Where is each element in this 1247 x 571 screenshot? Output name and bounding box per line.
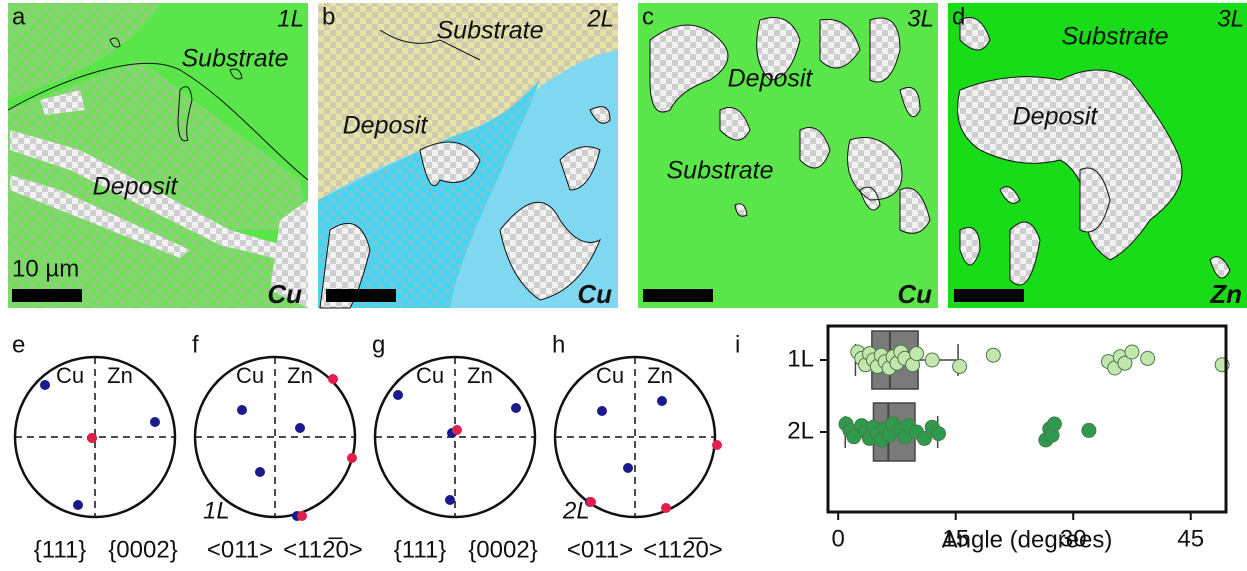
- cu-pole: [255, 467, 265, 477]
- panel-letter: f: [192, 331, 199, 358]
- panel-letter: e: [12, 331, 25, 358]
- cu-pole: [237, 405, 247, 415]
- y-tick-label: 2L: [787, 417, 814, 444]
- zn-pole: [712, 440, 722, 450]
- panel-letter: b: [322, 3, 335, 30]
- panel-letter: d: [952, 3, 965, 30]
- region-label: Deposit: [728, 65, 814, 93]
- cu-pole: [623, 463, 633, 473]
- panel-letter: a: [12, 3, 26, 30]
- plane-label: <112̅0>: [283, 536, 363, 563]
- zn-pole: [661, 503, 671, 513]
- element-label: Cu: [577, 279, 612, 309]
- panel-letter: h: [552, 331, 565, 358]
- layer-label: 1L: [277, 5, 304, 32]
- cu-pole: [73, 500, 83, 510]
- cu-pole: [295, 423, 305, 433]
- layer-label: 1L: [203, 497, 230, 524]
- map-c: [638, 3, 938, 308]
- y-tick-label: 1L: [787, 345, 814, 372]
- region-label: Deposit: [93, 173, 179, 201]
- element-label: Cu: [267, 279, 302, 309]
- layer-label: 2L: [562, 497, 590, 524]
- region-label: Deposit: [1013, 103, 1099, 131]
- layer-label: 2L: [586, 5, 614, 32]
- region-label: Substrate: [1061, 23, 1168, 51]
- region-label: Substrate: [436, 17, 543, 45]
- plane-label: {111}: [34, 536, 87, 563]
- cu-label: Cu: [416, 363, 444, 388]
- cu-pole: [393, 390, 403, 400]
- cu-pole: [597, 406, 607, 416]
- scale-bar-label: 10 µm: [12, 255, 79, 282]
- data-point: [1082, 423, 1096, 437]
- element-label: Cu: [897, 279, 932, 309]
- region-label: Deposit: [343, 112, 429, 140]
- cu-pole: [511, 403, 521, 413]
- x-tick-label: 45: [1177, 525, 1204, 552]
- data-point: [1141, 351, 1155, 365]
- data-point: [986, 348, 1000, 362]
- plane-label: <112̅0>: [643, 536, 723, 563]
- cu-label: Cu: [596, 363, 624, 388]
- zn-pole: [452, 425, 462, 435]
- data-point: [925, 353, 939, 367]
- cu-label: Cu: [236, 363, 264, 388]
- cu-pole: [40, 380, 50, 390]
- zn-label: Zn: [107, 363, 133, 388]
- data-point: [1125, 345, 1139, 359]
- zn-pole: [87, 433, 97, 443]
- map-b: [318, 3, 618, 308]
- cu-pole: [657, 396, 667, 406]
- data-point: [1047, 417, 1061, 431]
- panel-letter: c: [642, 3, 654, 30]
- x-tick-label: 0: [832, 525, 845, 552]
- layer-label: 3L: [1217, 5, 1244, 32]
- zn-pole: [328, 374, 338, 384]
- layer-label: 3L: [907, 5, 934, 32]
- zn-pole: [347, 453, 357, 463]
- cu-label: Cu: [56, 363, 84, 388]
- zn-label: Zn: [467, 363, 493, 388]
- region-label: Substrate: [181, 45, 288, 73]
- data-point: [931, 427, 945, 441]
- cu-pole: [445, 495, 455, 505]
- figure: a 1L Substrate Deposit Cu 10 µm b 2L Substrate De…: [0, 0, 1247, 571]
- zn-label: Zn: [287, 363, 313, 388]
- panel-letter: g: [372, 331, 385, 358]
- plane-label: <011>: [567, 536, 633, 563]
- zn-label: Zn: [647, 363, 673, 388]
- x-axis-label: Angle (degrees): [942, 526, 1113, 553]
- plane-label: <011>: [207, 536, 273, 563]
- plane-label: {111}: [394, 536, 447, 563]
- zn-pole: [297, 511, 307, 521]
- cu-pole: [150, 417, 160, 427]
- region-label: Substrate: [666, 157, 773, 185]
- data-point: [910, 347, 924, 361]
- plane-label: {0002}: [108, 536, 177, 563]
- panel-letter: i: [735, 331, 740, 358]
- plane-label: {0002}: [468, 536, 537, 563]
- element-label: Zn: [1209, 279, 1242, 309]
- data-point: [953, 359, 967, 373]
